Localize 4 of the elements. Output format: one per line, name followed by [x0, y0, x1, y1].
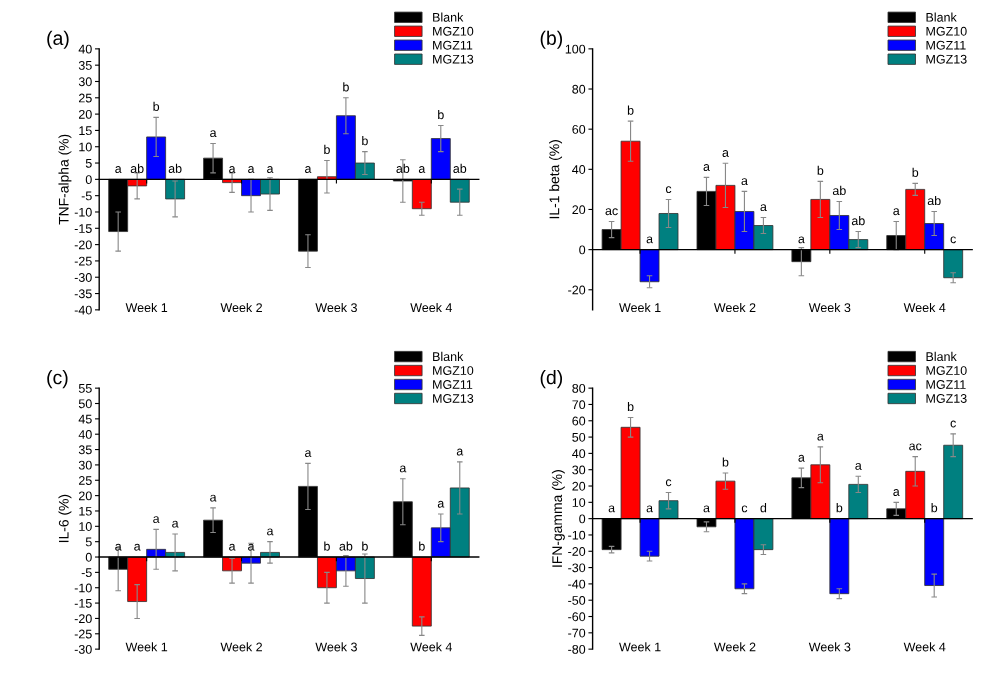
chart-title: (d) — [540, 370, 563, 389]
chart-title: (a) — [47, 30, 69, 49]
chart-title: (c) — [47, 370, 68, 389]
chart-title: (b) — [540, 30, 563, 49]
